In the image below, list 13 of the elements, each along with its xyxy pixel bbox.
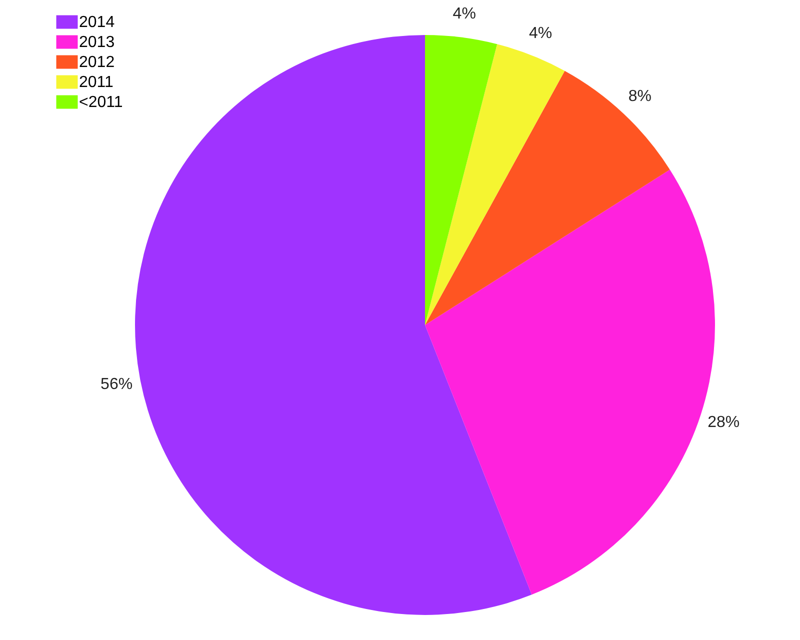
legend-label: 2012 [79,54,115,71]
pie-slice [425,70,670,325]
pie-slice [425,35,498,325]
data-label: 4% [452,5,476,22]
legend-label: 2011 [79,74,114,91]
data-label: 4% [529,25,552,42]
legend-label: 2014 [79,14,115,31]
data-label: 56% [100,376,133,393]
legend-label: 2013 [79,34,115,51]
data-label: 8% [628,88,652,106]
pie-slice [425,44,565,325]
legend-label: <2011 [79,94,123,111]
data-label: 28% [708,414,740,432]
